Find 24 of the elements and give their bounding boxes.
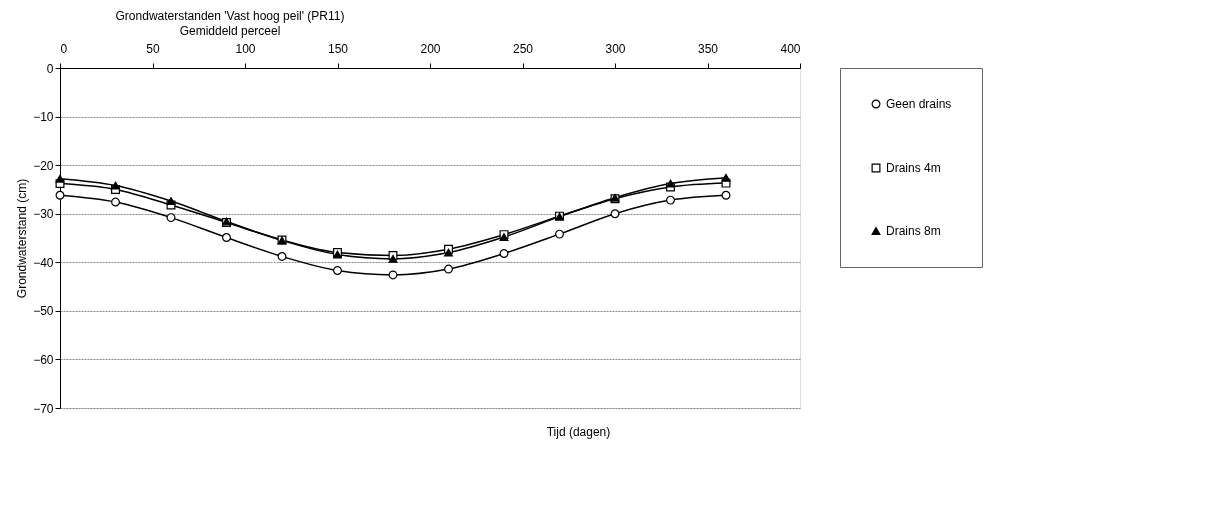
x-axis-title: Tijd (dagen) xyxy=(546,424,611,439)
y-tick-label: −40 xyxy=(33,255,54,270)
chart-subtitle: Gemiddeld perceel xyxy=(179,24,281,38)
x-tick-label: 250 xyxy=(512,41,534,56)
x-tick-label: 100 xyxy=(235,41,256,56)
x-tick-label: 50 xyxy=(146,41,160,56)
y-tick-label: 0 xyxy=(46,61,54,76)
legend-label: Drains 4m xyxy=(886,161,941,175)
x-tick-label: 150 xyxy=(327,41,349,56)
x-tick-label: 400 xyxy=(780,41,801,56)
x-tick-label: 0 xyxy=(60,41,68,56)
chart-title: Grondwaterstanden 'Vast hoog peil' (PR11) xyxy=(115,9,345,23)
legend-label: Drains 8m xyxy=(886,224,941,238)
x-tick-label: 200 xyxy=(420,41,441,56)
y-tick-label: −70 xyxy=(33,401,54,416)
y-tick-label: −30 xyxy=(33,207,54,222)
y-tick-label: −10 xyxy=(33,110,54,125)
y-tick-label: −60 xyxy=(33,352,54,367)
y-axis-title: Grondwaterstand (cm) xyxy=(15,178,30,299)
legend-label: Geen drains xyxy=(886,97,952,111)
x-tick-label: 300 xyxy=(605,41,626,56)
y-tick-label: −50 xyxy=(33,304,54,319)
x-tick-label: 350 xyxy=(697,41,719,56)
y-tick-label: −20 xyxy=(33,158,54,173)
